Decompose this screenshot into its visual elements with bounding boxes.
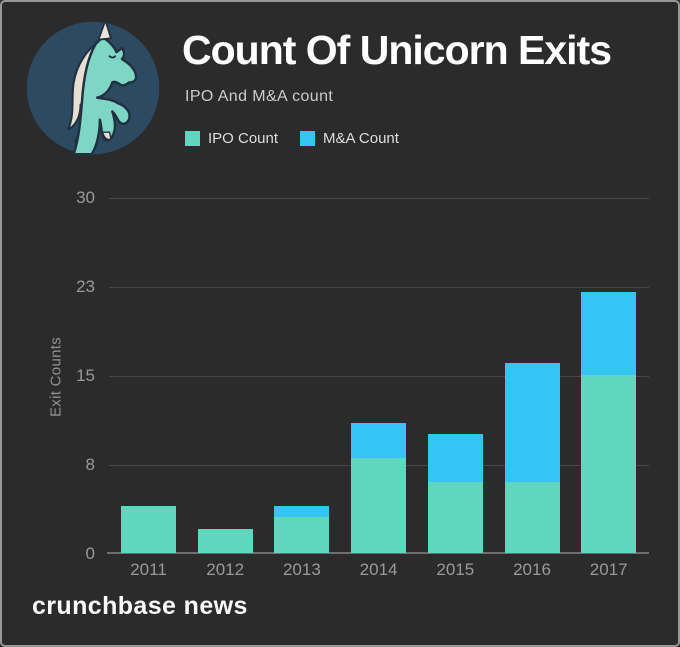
- plot-area: 2011 2012 2013 2014 2015 2016 2017: [107, 198, 649, 579]
- gridline-30: [109, 198, 649, 199]
- legend-label: IPO Count: [208, 130, 279, 147]
- legend-swatch-icon: [300, 131, 316, 146]
- gridline-15: [109, 376, 649, 377]
- chart-subtitle: IPO And M&A count: [185, 88, 334, 105]
- y-tick-label-30: 30: [76, 188, 95, 207]
- legend-item-ipo-count[interactable]: IPO Count: [185, 130, 278, 147]
- bar-segment-2014-m-a-count[interactable]: [351, 422, 407, 459]
- x-tick-label-2011: 2011: [130, 560, 167, 579]
- bar-segment-2011-ipo-count[interactable]: [121, 505, 176, 553]
- x-tick-label-2015: 2015: [436, 560, 475, 579]
- bar-segment-2014-ipo-count[interactable]: [351, 458, 407, 553]
- bar-segment-2016-ipo-count[interactable]: [504, 481, 560, 553]
- legend-item-m-a-count[interactable]: M&A Count: [300, 130, 399, 147]
- bar-segment-2013-m-a-count[interactable]: [274, 505, 330, 518]
- chart-title: Count Of Unicorn Exits: [182, 27, 612, 73]
- unicorn-eye: [108, 55, 117, 59]
- bar-segment-2015-m-a-count[interactable]: [427, 434, 483, 482]
- x-tick-label-2016: 2016: [513, 560, 551, 579]
- chart-legend: IPO Count M&A Count: [185, 130, 399, 147]
- y-tick-label-15: 15: [76, 366, 95, 385]
- y-tick-label-0: 0: [85, 544, 95, 563]
- gridline-23: [109, 287, 649, 288]
- bar-segment-2016-m-a-count[interactable]: [504, 363, 560, 482]
- x-tick-label-2013: 2013: [282, 560, 321, 579]
- legend-swatch-icon: [185, 131, 200, 146]
- unicorn-horn: [97, 19, 112, 41]
- x-axis-line: [107, 552, 649, 554]
- crunchbase-unicorn-logo[interactable]: [24, 19, 162, 157]
- unicorn-body: [72, 35, 138, 156]
- bar-segment-2013-ipo-count[interactable]: [274, 517, 330, 553]
- y-tick-label-8: 8: [85, 455, 95, 474]
- y-tick-label-23: 23: [76, 277, 95, 296]
- bar-segment-2012-ipo-count[interactable]: [197, 529, 253, 553]
- legend-label: M&A Count: [323, 130, 399, 147]
- x-tick-label-2012: 2012: [206, 560, 245, 579]
- bar-segment-2017-ipo-count[interactable]: [581, 375, 637, 553]
- bar-segment-2017-m-a-count[interactable]: [581, 291, 637, 375]
- bar-segment-2015-ipo-count[interactable]: [427, 481, 483, 553]
- unicorn-hoof: [101, 131, 112, 141]
- x-tick-label-2014: 2014: [359, 560, 398, 579]
- y-axis-title: Exit Counts: [47, 337, 65, 417]
- crunchbase-news-wordmark[interactable]: crunchbase news: [32, 592, 248, 620]
- x-tick-label-2017: 2017: [589, 560, 628, 579]
